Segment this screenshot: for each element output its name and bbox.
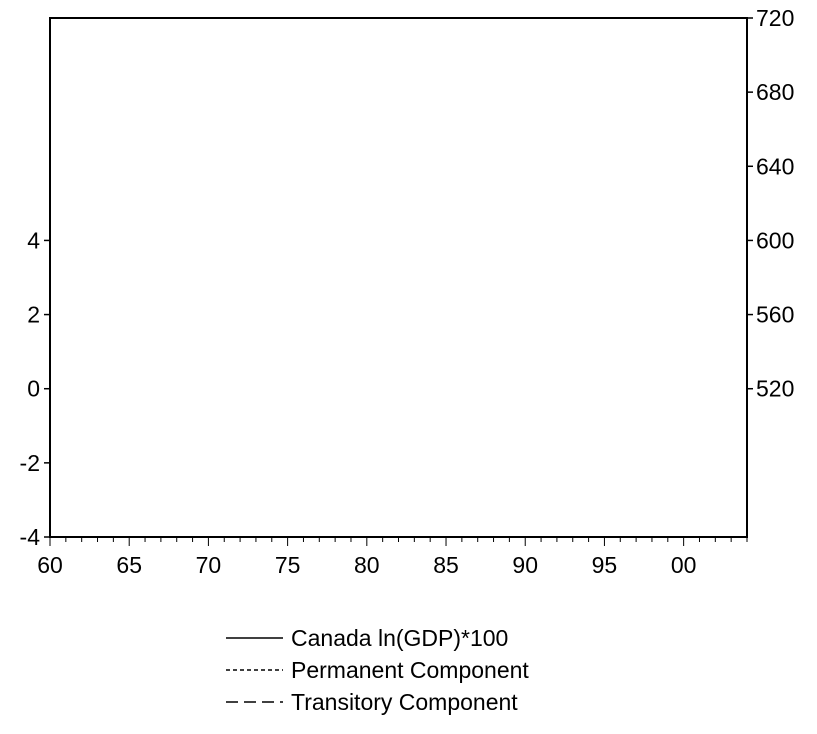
x-axis-tick-label: 65 [116,552,142,578]
legend-label: Canada ln(GDP)*100 [291,625,508,651]
x-axis-tick-label: 95 [592,552,618,578]
x-axis-tick-label: 80 [354,552,380,578]
right-axis-tick-label: 680 [756,79,794,105]
legend: Canada ln(GDP)*100 Permanent Component Tra… [226,625,529,715]
right-axis-tick-label: 600 [756,227,794,253]
right-axis-tick-label: 640 [756,153,794,179]
x-axis-tick-label: 75 [275,552,301,578]
left-axis-tick-label: 2 [27,302,40,328]
right-axis: 520 560 600 640 680 720 [747,5,794,402]
x-axis-tick-label: 90 [512,552,538,578]
left-axis-tick-label: 0 [27,376,40,402]
x-axis-tick-label: 70 [196,552,222,578]
right-axis-tick-label: 560 [756,302,794,328]
left-axis-tick-label: 4 [27,227,40,253]
x-axis: 60 65 70 75 80 85 90 95 00 [37,537,748,578]
x-axis-tick-label: 85 [433,552,459,578]
right-axis-tick-label: 520 [756,376,794,402]
legend-label: Transitory Component [291,689,518,715]
legend-label: Permanent Component [291,657,529,683]
plot-frame [49,17,748,538]
x-axis-tick-label: 60 [37,552,63,578]
left-axis-tick-label: -4 [20,524,41,550]
left-axis-tick-label: -2 [20,450,40,476]
right-axis-tick-label: 720 [756,5,794,31]
left-axis: -4 -2 0 2 4 [20,227,50,550]
x-axis-tick-label: 00 [671,552,697,578]
